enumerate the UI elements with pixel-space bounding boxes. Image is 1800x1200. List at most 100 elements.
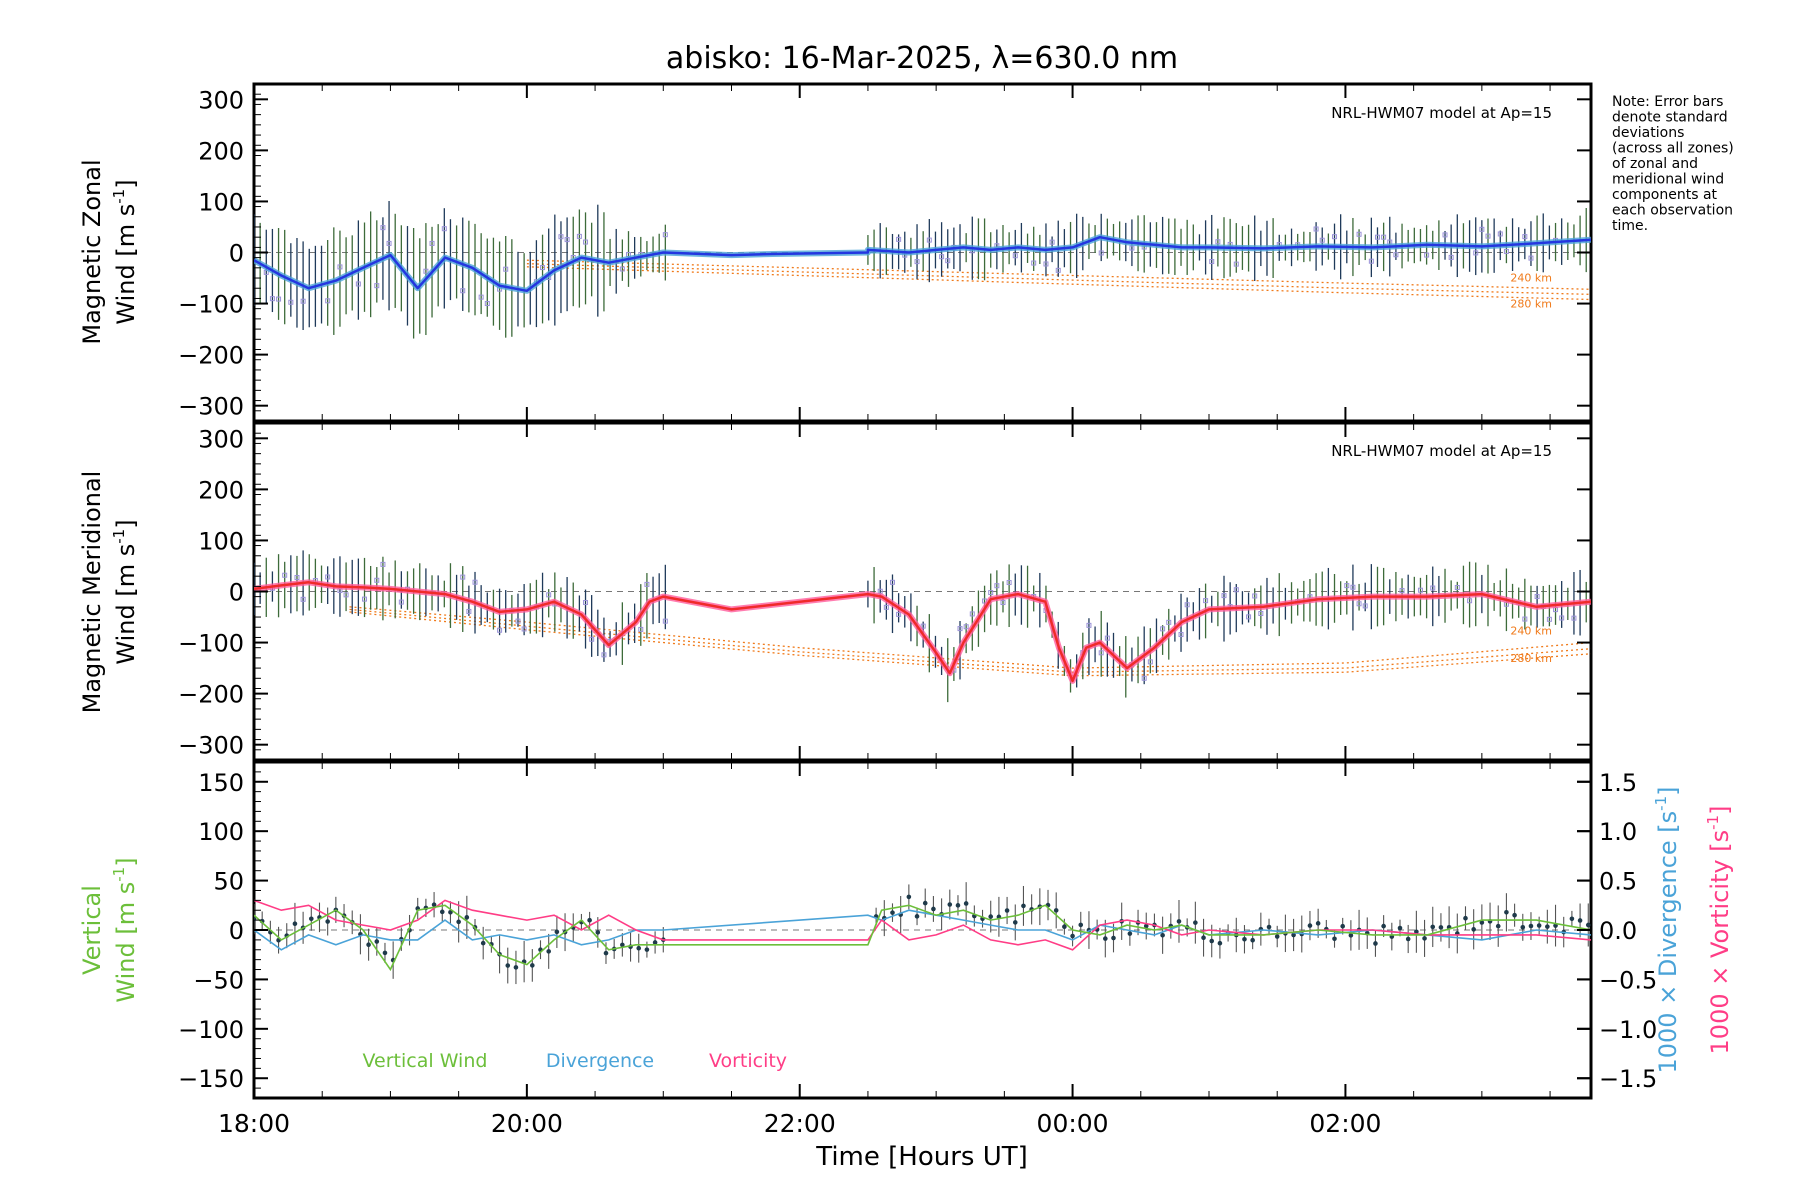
meridional-scatter-point <box>1559 615 1565 621</box>
meridional-y-tick-label: 200 <box>198 476 244 504</box>
meridional-wind-line <box>254 581 1591 683</box>
vertical-data-point <box>1078 922 1084 928</box>
zonal-model-curves <box>526 259 1591 301</box>
vorticity-axis-title: 1000 × Vorticity [s-1] <box>1704 806 1734 1055</box>
vertical-data-point <box>1422 936 1427 941</box>
vertical-data-point <box>587 917 592 923</box>
vertical-data-point <box>1053 908 1059 913</box>
note-line: time. <box>1612 218 1648 234</box>
meridional-scatter-point <box>877 588 883 594</box>
vertical-data-point <box>1577 918 1583 923</box>
vertical-data-point <box>1495 923 1501 929</box>
zonal-y-tick-label: −300 <box>178 393 244 421</box>
note-line: deviations <box>1612 125 1684 141</box>
meridional-scatter-point <box>546 592 552 598</box>
meridional-scatter-point <box>1350 584 1356 590</box>
zonal-scatter-point <box>558 234 564 240</box>
zonal-scatter-point <box>1332 234 1338 240</box>
zonal-scatter-point <box>896 236 902 242</box>
meridional-scatter-point <box>1430 585 1436 591</box>
vertical-y-tick-label: 50 <box>213 868 244 896</box>
vertical-data-point <box>1381 923 1386 929</box>
meridional-scatter-point <box>583 600 589 606</box>
right-y-tick-label: 0.5 <box>1599 868 1637 896</box>
vertical-data-point <box>1479 920 1485 925</box>
vertical-data-point <box>988 914 994 919</box>
vertical-data-point <box>1291 932 1296 938</box>
zonal-ylabel-line1: Magnetic Zonal <box>78 159 106 344</box>
meridional-scatter-point <box>466 608 472 614</box>
meridional-scatter-point <box>969 611 975 617</box>
vertical-data-point <box>1242 936 1247 942</box>
vertical-data-point <box>448 910 453 915</box>
zonal-model-altitude-labels: 240 km 280 km <box>1510 271 1552 310</box>
divergence-line <box>254 909 1591 951</box>
meridional-scatter-point <box>398 599 404 605</box>
zonal-scatter-point <box>1528 255 1534 261</box>
right-y-tick-label: 0.0 <box>1599 917 1637 945</box>
vertical-data-point <box>366 942 371 948</box>
zonal-y-ticks: −300 −200 −100 0 100 200 300 <box>178 83 1591 422</box>
zonal-scatter-point <box>1209 259 1215 265</box>
meridional-model-curves <box>349 606 1591 677</box>
vertical-data-point <box>955 903 961 908</box>
zonal-scatter-point <box>1503 248 1509 254</box>
vertical-data-point <box>1012 920 1018 925</box>
meridional-scatter-point <box>1399 588 1405 594</box>
meridional-scatter-point <box>1166 619 1172 625</box>
zonal-scatter-point <box>1497 231 1503 237</box>
meridional-scatter-point <box>362 596 368 602</box>
vertical-y-tick-label: −50 <box>193 966 244 994</box>
meridional-scatter-point <box>521 626 527 632</box>
vertical-y-tick-label: −100 <box>178 1016 244 1044</box>
vertical-data-point <box>1062 924 1067 929</box>
meridional-scatter-point <box>1344 583 1350 589</box>
vertical-data-point <box>480 940 486 946</box>
zonal-scatter-point <box>619 266 625 272</box>
vertical-data-point <box>1111 935 1116 941</box>
vertical-panel-legend: Vertical Wind Divergence Vorticity <box>363 1050 788 1072</box>
zonal-scatter-point <box>503 266 509 272</box>
vertical-y-tick-label: 0 <box>229 917 244 945</box>
meridional-y-ticks: −300 −200 −100 0 100 200 300 <box>178 422 1591 761</box>
meridional-scatter-point <box>883 604 889 610</box>
zonal-model-curve <box>526 259 1591 290</box>
meridional-ylabel-line2: Wind [m s-1] <box>110 519 140 664</box>
zonal-scatter-point <box>540 265 546 271</box>
vertical-data-point <box>890 910 895 915</box>
zonal-ylabel-line2: Wind [m s-1] <box>110 179 140 324</box>
zonal-scatter-point <box>460 288 466 294</box>
meridional-scatter-point <box>380 561 386 567</box>
meridional-scatter-point <box>497 627 503 633</box>
vertical-data-point <box>382 950 388 956</box>
x-tick-labels: 18:00 20:00 22:00 00:00 02:00 <box>218 1109 1381 1138</box>
meridional-scatter-point <box>644 581 650 587</box>
vertical-data-point <box>1217 940 1223 946</box>
vertical-data-point <box>1536 923 1542 928</box>
meridional-scatter-point <box>1356 601 1362 607</box>
vertical-data-point <box>1504 910 1509 915</box>
meridional-scatter-point <box>1221 593 1227 599</box>
meridional-scatter-point <box>1546 616 1552 622</box>
zonal-y-tick-label: 100 <box>198 188 244 216</box>
vertical-data-point <box>1004 908 1010 913</box>
right-y-tick-label: −1.5 <box>1599 1065 1657 1093</box>
right-y-tick-label: −0.5 <box>1599 966 1657 994</box>
vertical-data-point <box>309 916 314 922</box>
meridional-scatter-point <box>1141 675 1147 681</box>
vertical-data-point <box>644 947 650 952</box>
vertical-data-point <box>464 915 470 920</box>
vertical-data-point <box>914 914 920 919</box>
meridional-scatter-point <box>460 574 466 580</box>
vertical-data-point <box>1266 924 1272 930</box>
meridional-scatter-point <box>1203 598 1209 604</box>
zonal-scatter-point <box>1522 234 1528 240</box>
meridional-scatter-point <box>1184 602 1190 608</box>
vertical-data-point <box>513 965 519 970</box>
meridional-scatter-point <box>988 590 994 596</box>
zonal-y-axis-title: Magnetic Zonal Wind [m s-1] <box>78 159 140 344</box>
zonal-scatter-point <box>583 239 589 245</box>
meridional-y-tick-label: 300 <box>198 425 244 453</box>
vertical-ylabel-line1: Vertical <box>78 885 106 975</box>
meridional-scatter-point <box>1258 611 1264 617</box>
